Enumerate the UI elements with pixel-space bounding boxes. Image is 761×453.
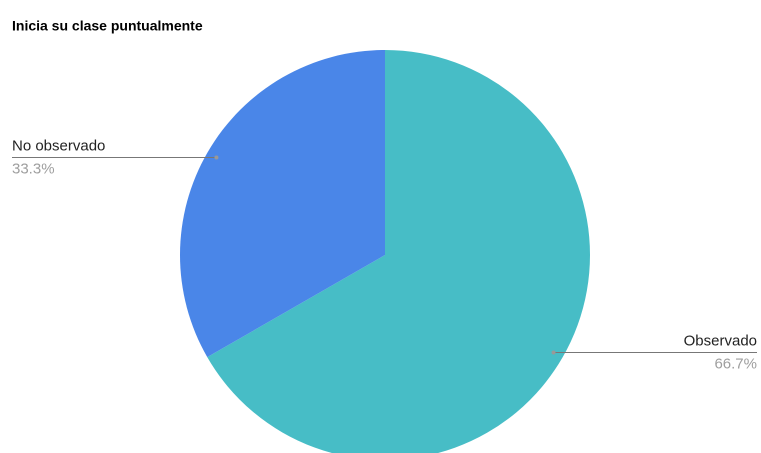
leader-dot bbox=[214, 155, 219, 160]
pie-slice bbox=[207, 50, 590, 453]
slice-label: Observado bbox=[684, 333, 757, 350]
slice-value-label: 66.7% bbox=[714, 356, 757, 373]
chart-title: Inicia su clase puntualmente bbox=[12, 18, 203, 34]
leader-dot bbox=[551, 350, 556, 355]
slice-label: No observado bbox=[12, 137, 105, 154]
slice-value-label: 33.3% bbox=[12, 160, 55, 177]
pie-slice bbox=[179, 50, 385, 358]
